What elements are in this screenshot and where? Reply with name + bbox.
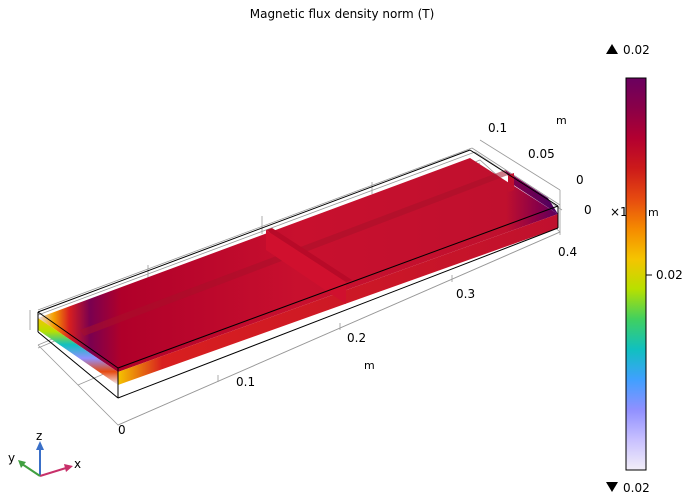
- colorbar-multiplier: ×1: [610, 205, 628, 219]
- colorbar-min-arrow-icon: [606, 482, 618, 492]
- triad-z-arrow-icon: [36, 441, 44, 450]
- box-edges: [37, 149, 559, 399]
- colorbar: 0.02 0.02 0.02: [606, 43, 683, 495]
- triad-y-line: [21, 463, 41, 477]
- colorbar-rect: [625, 77, 647, 471]
- colorbar-max-label: 0.02: [623, 43, 650, 57]
- axis-triad: z x y: [8, 429, 81, 477]
- x-tick-4: 0.4: [558, 245, 577, 259]
- x-tick-0: 0: [118, 423, 126, 437]
- colorbar-min-label: 0.02: [623, 481, 650, 495]
- mid-plane-top: [266, 228, 352, 282]
- y-tick-0: 0: [576, 173, 584, 187]
- colorbar-mid-label: 0.02: [656, 268, 683, 282]
- x-tick-3: 0.3: [456, 287, 475, 301]
- triad-y-label: y: [8, 451, 15, 465]
- triad-y-arrow-icon: [18, 460, 26, 468]
- y-tick-0.05: 0.05: [528, 147, 555, 161]
- triad-x-label: x: [74, 457, 81, 471]
- triad-x-arrow-icon: [64, 464, 73, 472]
- x-tick-1: 0.1: [236, 375, 255, 389]
- y-axis-unit: m: [556, 114, 567, 127]
- chart-title: Magnetic flux density norm (T): [250, 7, 435, 21]
- colorbar-unit: m: [648, 206, 659, 219]
- mid-plane: [266, 230, 346, 304]
- x-axis-unit: m: [364, 359, 375, 372]
- slab-front-face: [118, 214, 558, 385]
- colorbar-max-arrow-icon: [606, 44, 618, 54]
- z-tick-0: 0: [584, 203, 592, 217]
- triad-z-label: z: [36, 429, 42, 443]
- y-tick-0.1: 0.1: [488, 121, 507, 135]
- triad-x-line: [39, 467, 67, 477]
- x-tick-2: 0.2: [347, 331, 366, 345]
- slab-end-face: [38, 318, 118, 385]
- right-plane: [508, 173, 514, 192]
